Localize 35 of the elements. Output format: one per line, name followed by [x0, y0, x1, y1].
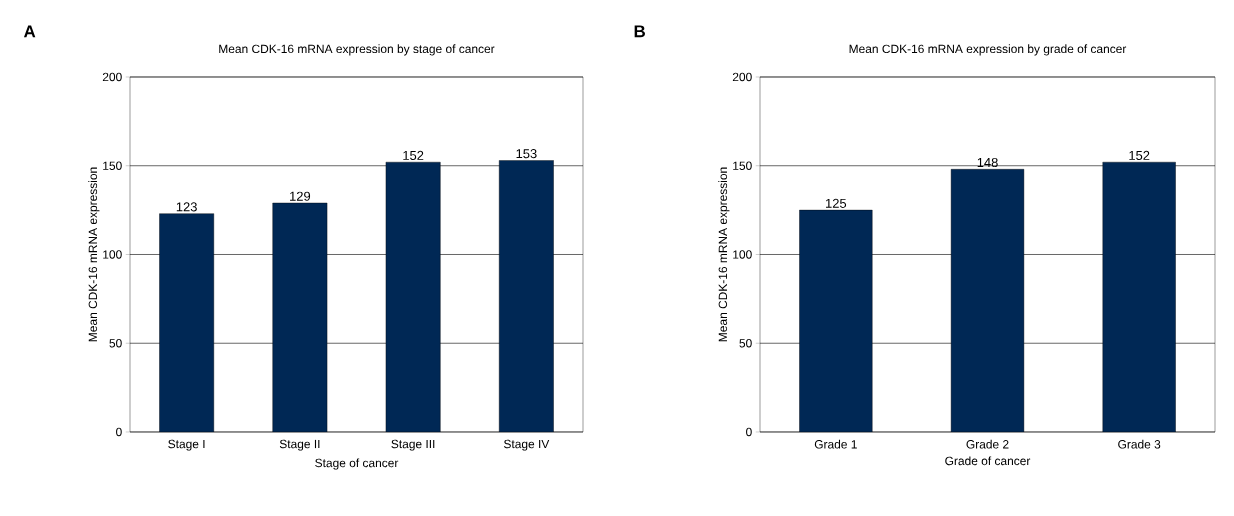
y-axis-title: Mean CDK-16 mRNA expression [88, 167, 100, 342]
y-tick-label: 100 [733, 250, 752, 259]
bar [1102, 161, 1176, 432]
chart-title: Mean CDK-16 mRNA expression by stage of cancer [219, 44, 495, 56]
x-tick-label: Stage IV [504, 439, 550, 451]
y-tick-label: 200 [102, 72, 122, 82]
x-axis-title: Stage of cancer [315, 458, 399, 470]
text: B [634, 25, 645, 38]
data-label: 123 [176, 202, 197, 212]
y-tick-label: 200 [732, 72, 752, 82]
text: A [23, 25, 36, 38]
y-tick-label: 100 [103, 250, 122, 259]
chart-title: Mean CDK-16 mRNA expression by grade of cancer [849, 44, 1127, 56]
bar [950, 169, 1025, 432]
x-axis-title: Grade of cancer [945, 456, 1031, 466]
y-tick-label: 150 [733, 161, 752, 170]
y-tick-label: 0 [746, 427, 752, 437]
x-tick-label: Stage I [168, 439, 205, 451]
y-tick-label: 0 [116, 427, 122, 437]
data-label: 125 [826, 198, 847, 208]
bar [799, 209, 873, 432]
x-tick-label: Stage III [391, 439, 435, 451]
data-label: 129 [290, 191, 311, 201]
x-tick-label: Grade 3 [1118, 439, 1161, 449]
y-axis-title: Mean CDK-16 mRNA expression [718, 167, 730, 342]
data-label: 153 [516, 149, 537, 159]
y-tick-label: 150 [103, 161, 122, 170]
x-tick-label: Grade 1 [814, 439, 857, 449]
data-label: 152 [403, 150, 424, 160]
y-tick-label: 50 [109, 339, 122, 348]
x-tick-label: Grade 2 [966, 439, 1009, 449]
data-label: 152 [1129, 150, 1150, 160]
y-tick-label: 50 [739, 339, 752, 348]
data-label: 148 [977, 157, 998, 168]
x-tick-label: Stage II [279, 439, 320, 451]
